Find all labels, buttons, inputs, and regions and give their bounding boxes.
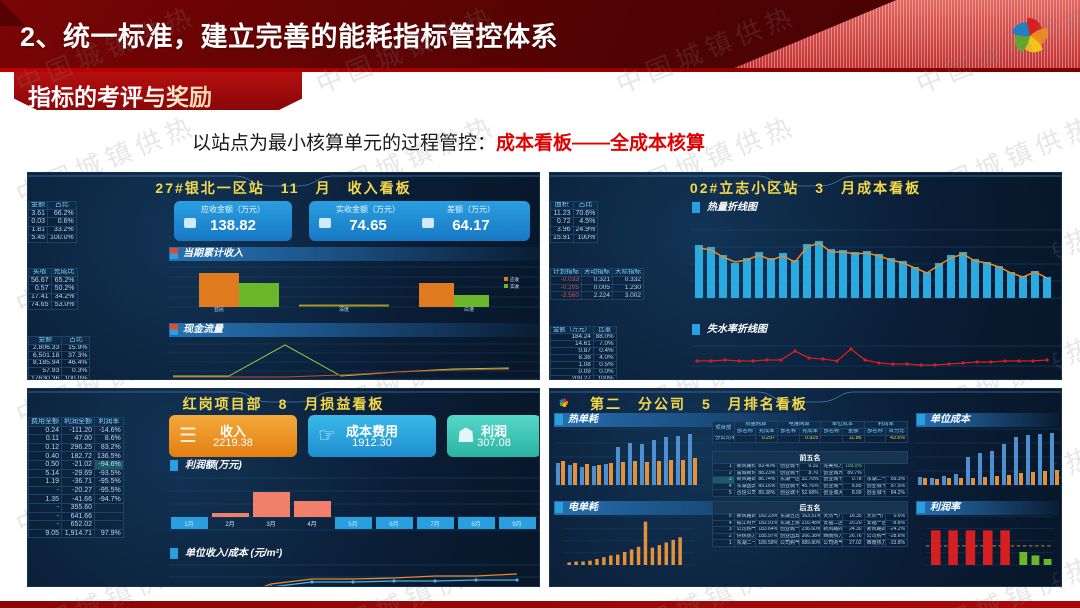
svg-text:白港: 白港: [464, 306, 474, 313]
svg-text:2月: 2月: [225, 521, 234, 528]
svg-text:4月: 4月: [307, 521, 316, 528]
svg-text:3月: 3月: [266, 521, 275, 528]
svg-text:9月: 9月: [512, 521, 521, 528]
svg-text:应收: 应收: [510, 276, 519, 283]
svg-text:实收: 实收: [510, 283, 519, 290]
svg-text:亚民: 亚民: [214, 307, 224, 313]
svg-text:8月: 8月: [471, 521, 480, 528]
svg-text:1月: 1月: [184, 521, 193, 528]
svg-text:5月: 5月: [348, 521, 357, 528]
svg-text:6月: 6月: [389, 521, 398, 528]
svg-text:深度: 深度: [339, 306, 349, 313]
svg-text:7月: 7月: [430, 521, 439, 528]
